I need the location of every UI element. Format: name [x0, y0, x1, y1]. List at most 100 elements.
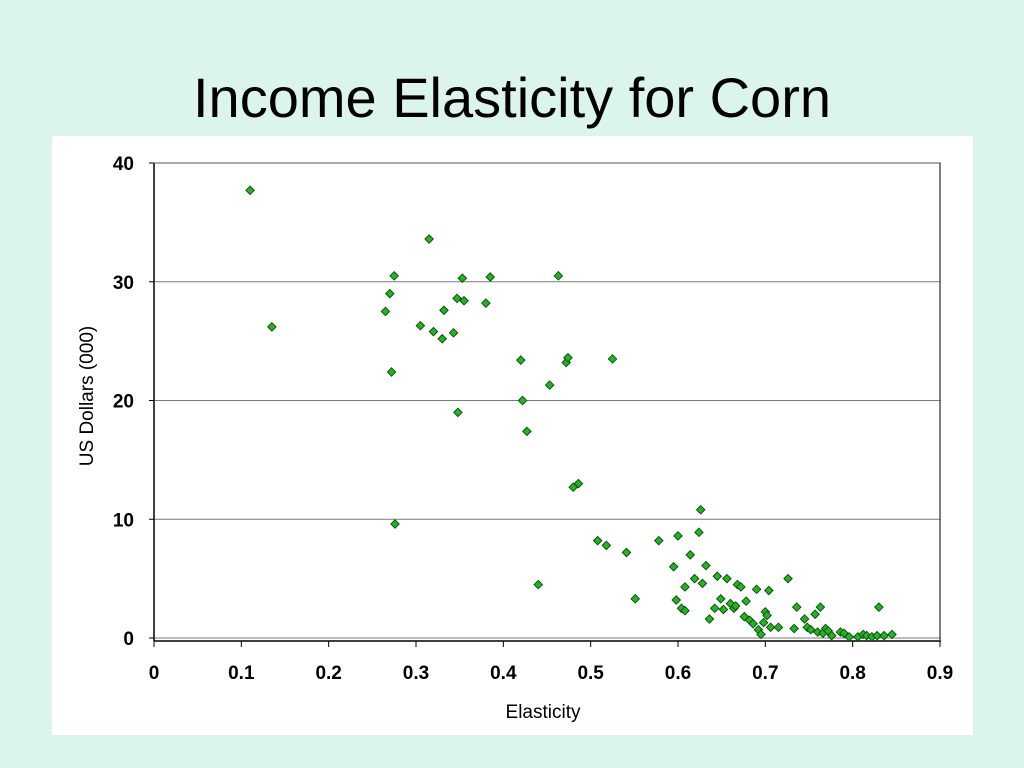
data-point	[515, 355, 526, 365]
data-point	[680, 582, 690, 592]
data-point	[563, 352, 573, 363]
data-point	[380, 306, 391, 317]
data-point	[653, 535, 664, 546]
data-point	[773, 622, 784, 633]
data-point	[522, 426, 532, 437]
data-point	[439, 305, 449, 316]
axis-ticks	[149, 162, 941, 647]
y-tick-label: 40	[113, 154, 134, 175]
data-point	[390, 519, 400, 529]
data-point	[573, 478, 584, 489]
data-point	[741, 596, 751, 607]
data-point	[730, 601, 741, 611]
tick-labels: 0 10 20 30 40 0 0.1 0.2 0.3 0.4 0.5 0.6 0.7 0.8 0.9	[113, 154, 953, 684]
data-point	[621, 547, 632, 558]
data-point	[815, 602, 826, 612]
data-point	[789, 623, 799, 634]
data-point	[805, 624, 816, 635]
data-point	[386, 367, 397, 377]
data-point	[844, 631, 855, 642]
x-tick-label: 0.8	[839, 663, 865, 684]
x-tick-label: 0.4	[490, 663, 517, 684]
data-point	[457, 273, 468, 284]
y-tick-label: 20	[113, 392, 134, 413]
data-point	[722, 573, 732, 584]
data-point	[715, 593, 726, 604]
data-point	[783, 573, 793, 584]
data-point	[245, 185, 255, 196]
data-point	[592, 535, 603, 546]
data-point	[452, 293, 462, 304]
data-point	[765, 622, 776, 633]
data-point	[544, 380, 555, 390]
data-point	[799, 614, 810, 624]
x-tick-label: 0.3	[403, 663, 429, 684]
x-tick-label: 0	[149, 663, 160, 684]
y-tick-label: 10	[113, 510, 134, 531]
y-tick-label: 0	[123, 629, 134, 650]
data-point	[810, 609, 820, 620]
data-point	[712, 571, 723, 582]
data-point	[872, 630, 882, 641]
data-point	[607, 354, 618, 364]
data-point	[695, 504, 706, 515]
data-point	[671, 595, 682, 605]
x-tick-label: 0.1	[228, 663, 255, 684]
data-point	[668, 561, 679, 572]
data-point	[424, 234, 434, 244]
slide-title: Income Elasticity for Corn	[193, 66, 831, 129]
scatter-chart: 0 10 20 30 40 0 0.1 0.2 0.3 0.4 0.5 0.6 0.7 0.8 0.9 El…	[77, 154, 953, 723]
data-point	[704, 614, 715, 624]
data-point	[415, 320, 426, 331]
data-point	[389, 270, 400, 281]
data-point	[763, 585, 774, 596]
data-point	[756, 629, 766, 640]
data-point	[826, 630, 837, 641]
data-point	[736, 582, 746, 592]
data-point	[709, 603, 720, 614]
x-tick-label: 0.6	[665, 663, 691, 684]
data-point	[887, 629, 897, 640]
data-point	[601, 540, 612, 551]
data-point	[718, 604, 729, 615]
y-axis-title: US Dollars (000)	[77, 326, 98, 466]
data-point	[879, 630, 889, 641]
plot-frame	[153, 162, 941, 642]
data-point	[384, 288, 395, 299]
data-point	[481, 298, 491, 308]
data-point	[680, 605, 690, 616]
data-point	[630, 593, 641, 604]
data-point	[701, 560, 711, 571]
chart-panel: 0 10 20 30 40 0 0.1 0.2 0.3 0.4 0.5 0.6 0.7 0.8 0.9 El…	[52, 136, 973, 735]
data-point	[697, 578, 708, 589]
data-point	[517, 395, 528, 406]
data-point	[748, 618, 758, 629]
data-point	[533, 579, 544, 590]
data-point	[267, 322, 277, 332]
data-point	[791, 602, 802, 612]
data-point	[812, 627, 823, 637]
data-point	[553, 270, 564, 281]
data-point	[428, 326, 439, 337]
data-points	[245, 185, 897, 642]
y-tick-label: 30	[113, 273, 134, 294]
data-point	[453, 407, 463, 418]
data-point	[485, 272, 496, 282]
data-point	[874, 602, 884, 612]
data-point	[437, 333, 448, 344]
x-tick-label: 0.9	[927, 663, 953, 684]
data-point	[685, 550, 696, 560]
data-point	[689, 573, 700, 584]
data-point	[448, 327, 459, 338]
data-point	[751, 584, 762, 595]
data-point	[694, 527, 704, 538]
data-point	[758, 617, 769, 628]
data-point	[673, 531, 683, 541]
data-point	[762, 610, 772, 621]
x-tick-label: 0.2	[315, 663, 341, 684]
data-point	[459, 295, 469, 306]
x-tick-label: 0.5	[577, 663, 604, 684]
x-tick-label: 0.7	[752, 663, 778, 684]
x-axis-title: Elasticity	[506, 702, 581, 723]
gridlines	[154, 162, 941, 639]
